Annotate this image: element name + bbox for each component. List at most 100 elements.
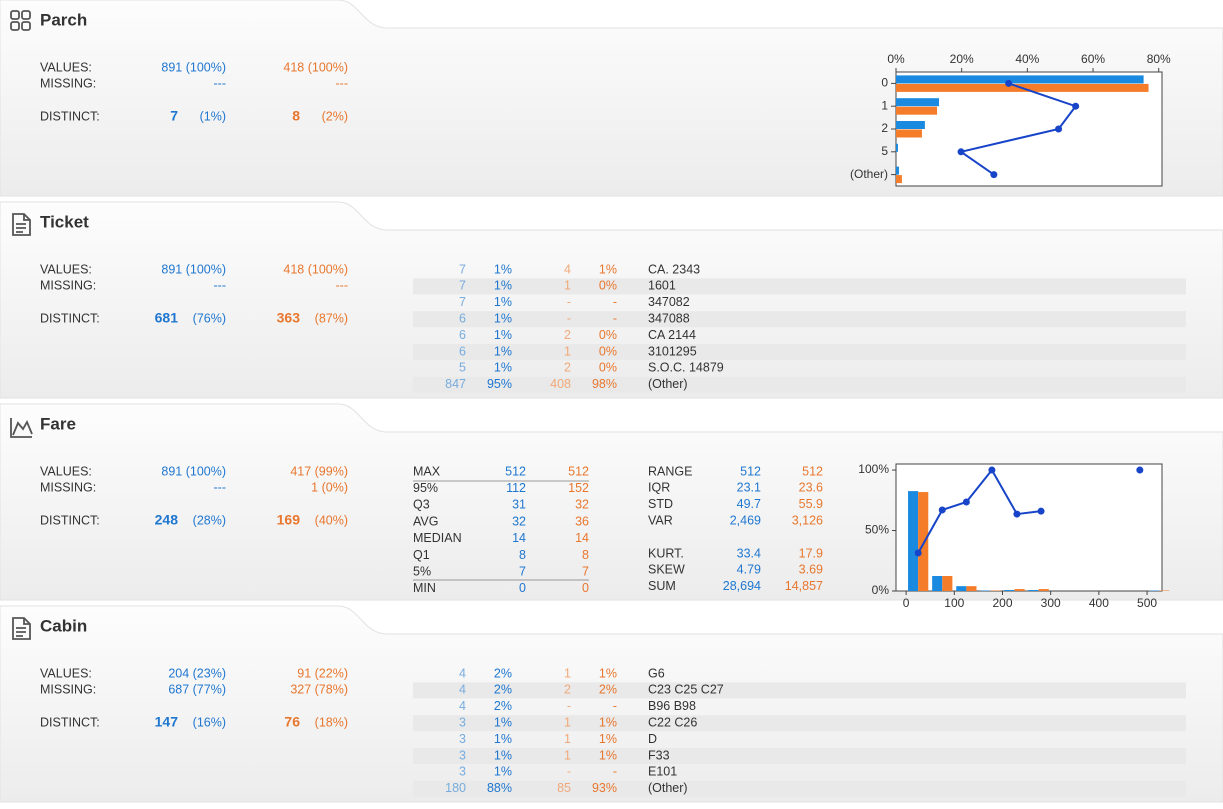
row-band	[413, 311, 1186, 328]
table-cell: 1601	[648, 279, 676, 293]
bar	[918, 492, 929, 591]
bar	[1014, 589, 1025, 591]
table-cell: 95%	[487, 377, 512, 391]
bar	[896, 75, 1144, 84]
icon	[10, 21, 20, 31]
table-cell: 4	[459, 666, 466, 680]
quantile-train: 0	[519, 581, 526, 595]
moment-test: 3,126	[792, 513, 823, 527]
table-cell: C22 C26	[648, 715, 697, 729]
table-cell: 347082	[648, 295, 690, 309]
table-cell: E101	[648, 765, 677, 779]
quantile-label: Q3	[413, 498, 430, 512]
stat-test-pct: (18%)	[315, 715, 348, 729]
table-cell: 2	[564, 683, 571, 697]
table-cell: 7	[459, 279, 466, 293]
moment-test: 14,857	[785, 579, 823, 593]
table-cell: -	[567, 295, 571, 309]
table-cell: 3	[459, 748, 466, 762]
table-cell: 1%	[599, 666, 617, 680]
stat-label: VALUES:	[40, 60, 92, 74]
moment-train: 23.1	[737, 481, 761, 495]
table-cell: 1	[564, 748, 571, 762]
stat-test: 8	[292, 108, 300, 124]
quantile-train: 512	[505, 464, 526, 478]
bar	[908, 491, 919, 591]
moment-test: 512	[802, 464, 823, 478]
stat-test-pct: (87%)	[315, 311, 348, 325]
table-cell: -	[613, 699, 617, 713]
table-cell: 1%	[494, 295, 512, 309]
moment-train: 4.79	[737, 563, 761, 577]
quantile-train: 8	[519, 548, 526, 562]
moment-train: 49.7	[737, 497, 761, 511]
bar	[896, 143, 898, 152]
table-cell: 2%	[494, 683, 512, 697]
stat-train: 891 (100%)	[161, 262, 226, 276]
x-tick-label: 200	[992, 596, 1012, 610]
table-cell: -	[613, 765, 617, 779]
table-cell: 6	[459, 344, 466, 358]
row-band	[413, 376, 1186, 393]
point	[1013, 510, 1021, 518]
table-cell: 7	[459, 295, 466, 309]
bar	[942, 576, 953, 591]
table-cell: B96 B98	[648, 699, 696, 713]
moment-test: 23.6	[799, 481, 823, 495]
y-tick-label: 0%	[872, 583, 890, 597]
quantile-test: 14	[575, 531, 589, 545]
quantile-test: 7	[582, 564, 589, 578]
table-cell: 1%	[494, 748, 512, 762]
table-cell: 1%	[599, 748, 617, 762]
table-cell: 1%	[599, 262, 617, 276]
point	[988, 466, 996, 474]
table-cell: 1	[564, 715, 571, 729]
table-cell: 1%	[494, 715, 512, 729]
stat-test: 418 (100%)	[283, 60, 348, 74]
point	[990, 171, 998, 179]
moment-label: STD	[648, 497, 673, 511]
stat-test-pct: (40%)	[315, 513, 348, 527]
table-cell: -	[567, 699, 571, 713]
moment-train: 2,469	[730, 513, 761, 527]
x-tick-label: 20%	[950, 52, 974, 66]
icon	[10, 10, 20, 20]
table-cell: 1%	[599, 715, 617, 729]
row-band	[413, 344, 1186, 360]
stat-train-pct: (16%)	[193, 715, 226, 729]
stat-train-pct: (1%)	[200, 109, 226, 123]
table-cell: 1	[564, 732, 571, 746]
stat-label: DISTINCT:	[40, 311, 100, 325]
table-cell: 98%	[592, 377, 617, 391]
table-cell: 2%	[599, 683, 617, 697]
moment-train: 512	[740, 464, 761, 478]
table-cell: 93%	[592, 781, 617, 795]
row-band	[413, 278, 1186, 295]
table-cell: 1%	[494, 344, 512, 358]
moment-test: 55.9	[799, 497, 823, 511]
table-cell: 4	[564, 262, 571, 276]
table-cell: 0%	[599, 279, 617, 293]
stat-label: MISSING:	[40, 480, 96, 494]
quantile-train: 7	[519, 564, 526, 578]
quantile-train: 32	[512, 514, 526, 528]
table-cell: 847	[445, 377, 466, 391]
table-cell: 85	[557, 781, 571, 795]
x-tick-label: 100	[944, 596, 964, 610]
stat-train: ---	[214, 480, 227, 494]
quantile-test: 8	[582, 548, 589, 562]
moment-test: 3.69	[799, 563, 823, 577]
quantile-test: 512	[568, 464, 589, 478]
table-cell: 2%	[494, 666, 512, 680]
table-cell: D	[648, 732, 657, 746]
table-cell: 1%	[494, 262, 512, 276]
stat-train-pct: (28%)	[193, 513, 226, 527]
point	[914, 549, 922, 557]
table-cell: (Other)	[648, 377, 688, 391]
stat-train: 891 (100%)	[161, 60, 226, 74]
point	[1055, 125, 1063, 133]
bar	[1028, 590, 1039, 591]
moment-label: IQR	[648, 481, 670, 495]
table-cell: 4	[459, 699, 466, 713]
